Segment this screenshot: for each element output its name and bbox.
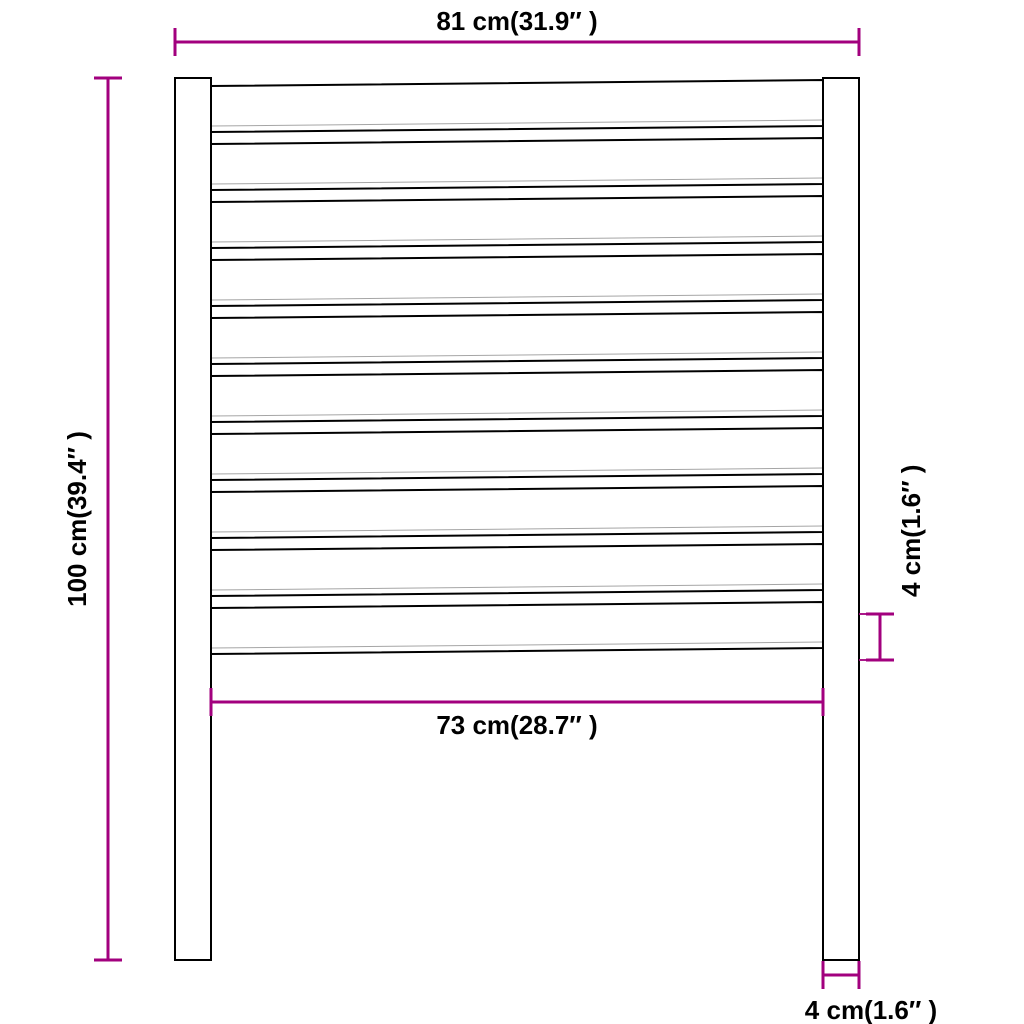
slat [211,138,823,190]
slat [211,196,823,248]
slat [211,428,823,480]
left-post [175,78,211,960]
slat [211,254,823,306]
slat [211,486,823,538]
dimension-label: 4 cm(1.6″ ) [896,465,926,597]
dimension-horizontal: 73 cm(28.7″ ) [211,688,823,740]
slat [211,312,823,364]
dimension-label: 4 cm(1.6″ ) [805,995,937,1024]
slat [211,602,823,654]
dimension-label: 81 cm(31.9″ ) [436,6,597,36]
slat [211,80,823,132]
dimension-post-depth: 4 cm(1.6″ ) [805,961,937,1024]
dimension-label: 73 cm(28.7″ ) [436,710,597,740]
product-drawing [175,78,859,960]
dimension-slat-thickness: 4 cm(1.6″ ) [859,465,926,660]
dimension-horizontal: 81 cm(31.9″ ) [175,6,859,56]
slat [211,370,823,422]
slat [211,544,823,596]
dimension-vertical: 100 cm(39.4″ ) [62,78,122,960]
right-post [823,78,859,960]
dimension-label: 100 cm(39.4″ ) [62,431,92,607]
